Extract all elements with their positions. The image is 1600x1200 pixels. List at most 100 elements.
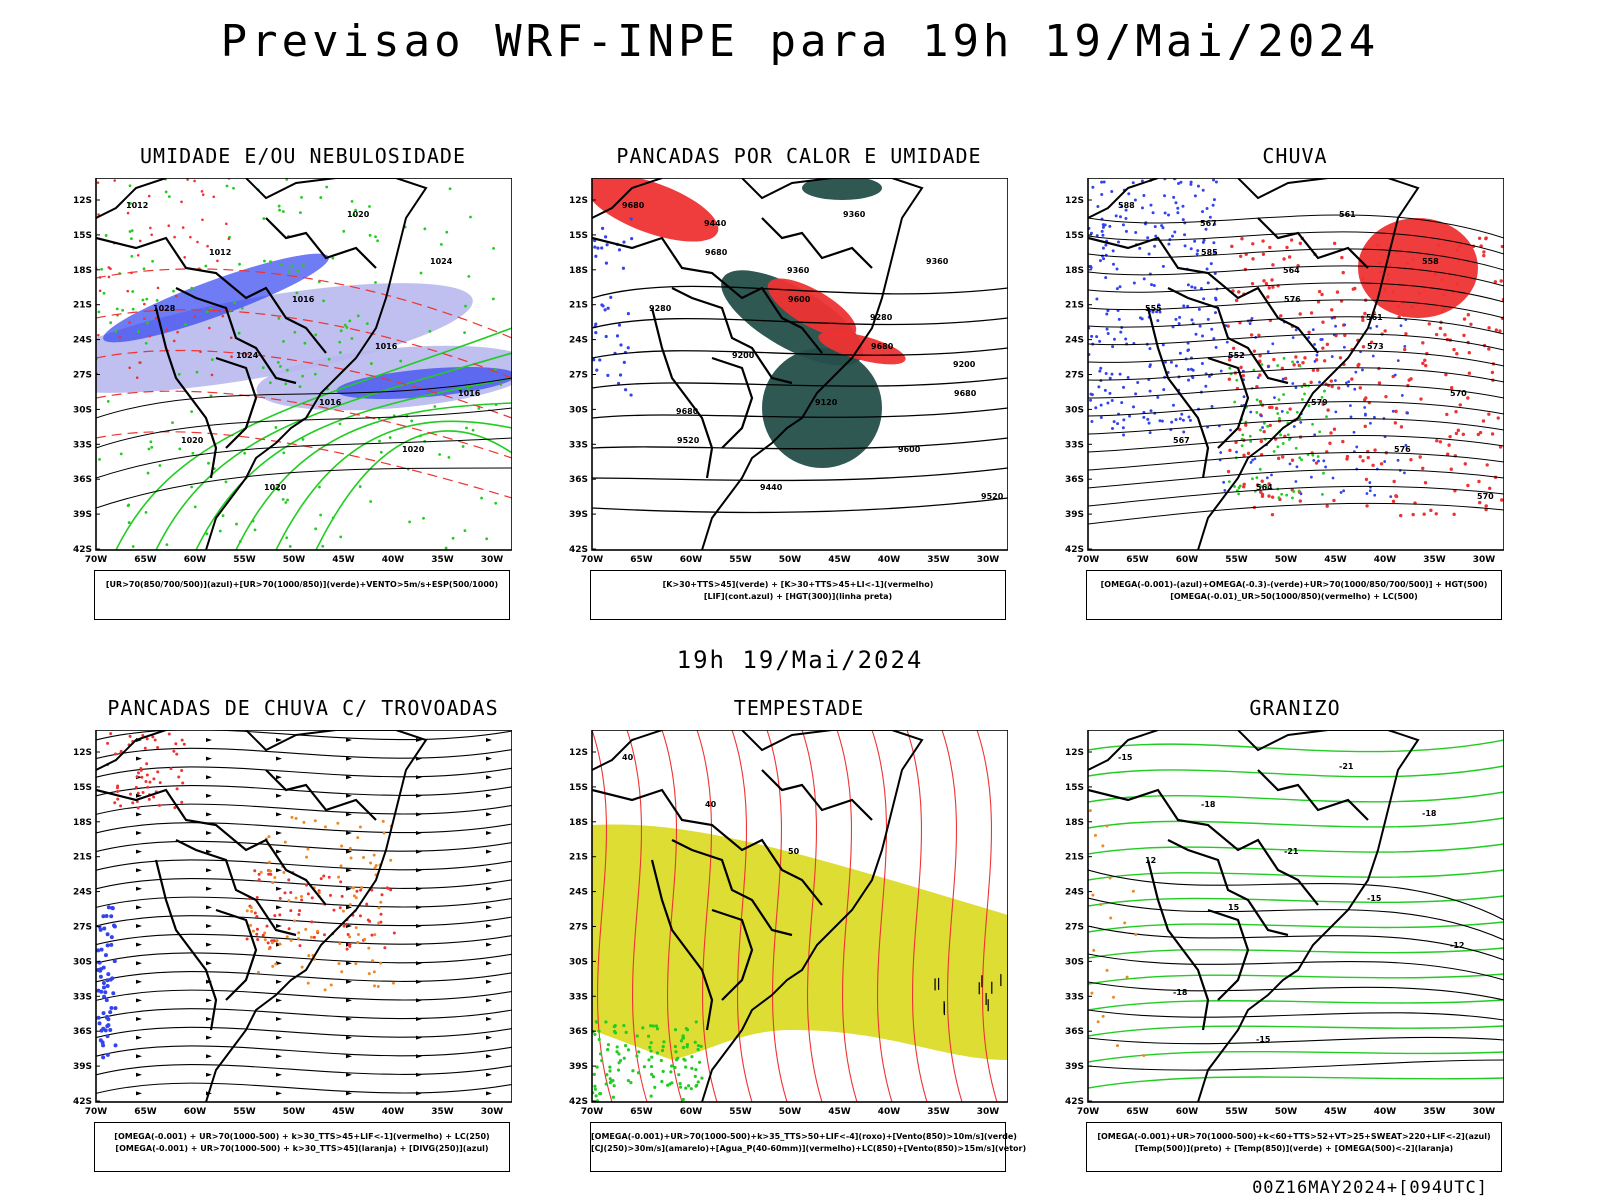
shaded-dot [376,984,380,988]
shaded-dot [1153,225,1157,229]
lon-tick-label: 70W [85,555,108,565]
shaded-dot [1212,337,1216,341]
contour-line [592,347,1008,359]
shaded-dot [1369,340,1374,344]
shaded-dot [253,911,257,915]
map-frame [95,730,512,1103]
shaded-dot [278,942,282,946]
shaded-dot [284,501,288,504]
shaded-dot [1134,392,1138,396]
shaded-dot [492,246,495,250]
stream-arrow [346,831,352,835]
map-plot: -15-18-21-15-12-18-15-21-18121512S15S18S… [1065,730,1504,1117]
shaded-dot [1322,359,1327,363]
shaded-dot [96,181,100,184]
shaded-dot [1317,289,1322,294]
shaded-dot [109,732,113,736]
shaded-dot [339,880,343,884]
shaded-dot [1097,385,1101,389]
shaded-dot [127,521,131,524]
stream-arrow [346,756,352,761]
shaded-dot [1149,409,1153,413]
shaded-dot [165,543,169,547]
contour-line [1088,817,1504,829]
shaded-dot [98,974,103,979]
shaded-dot [600,246,604,250]
shaded-dot [1427,322,1431,326]
shaded-dot [274,426,278,429]
shaded-dot [180,769,184,773]
shaded-dot [1318,380,1321,384]
shaded-dot [141,733,145,737]
lat-tick-label: 39S [569,510,588,520]
map-frame [591,730,1008,1103]
shaded-dot [1142,193,1146,197]
shaded-dot [1301,361,1305,365]
shaded-dot [323,988,327,992]
shaded-dot [1095,335,1099,339]
shaded-dot [102,994,107,999]
stream-arrow [276,905,282,910]
shaded-dot [321,544,325,548]
shaded-dot [305,883,309,887]
panel-title: UMIDADE E/OU NEBULOSIDADE [139,144,467,168]
contour-line [1088,231,1504,255]
shaded-dot [354,896,358,900]
shaded-dot [340,970,344,974]
shaded-dot [96,988,101,993]
stream-arrow [136,1072,142,1077]
shaded-dot [349,856,353,860]
contour-line [1088,350,1504,367]
contour-label: 555 [1145,304,1162,313]
stream-arrow [346,1035,352,1040]
shaded-dot [1110,426,1114,430]
shaded-dot [105,1024,110,1029]
shaded-dot [1449,467,1453,471]
shaded-dot [1421,361,1425,366]
lon-tick-label: 30W [977,555,1000,565]
shaded-dot [380,893,384,897]
shaded-dot [598,1052,603,1056]
shaded-dot [1223,489,1227,492]
shaded-dot [98,289,102,293]
shaded-dot [469,215,472,219]
shaded-dot [128,366,131,370]
shaded-dot [343,323,347,327]
shaded-dot [301,438,305,441]
stream-arrow [346,886,352,891]
shaded-dot [306,892,310,896]
shaded-dot [1466,313,1471,317]
shaded-dot [1411,512,1415,517]
shaded-dot [373,933,377,937]
shaded-dot [1110,190,1114,194]
stream-arrow [276,998,282,1003]
lat-tick-label: 33S [1065,992,1084,1002]
shaded-dot [249,923,253,927]
shaded-dot [410,419,414,423]
shaded-dot [1392,479,1396,484]
lat-tick-label: 27S [1065,371,1084,381]
shaded-dot [285,536,289,540]
lat-tick-label: 21S [569,853,588,863]
shaded-dot [221,314,225,318]
shaded-dot [1303,356,1307,360]
shaded-dot [138,239,142,243]
contour-line [801,730,823,1102]
shaded-dot [617,323,622,327]
contour-label: 567 [1200,219,1217,228]
shaded-dot [1462,317,1467,321]
contour-label: 579 [1311,398,1328,407]
shaded-dot [1226,469,1231,474]
stream-arrow [416,812,422,817]
shaded-dot [1467,371,1472,375]
stream-arrow [486,905,492,910]
contour-line [96,859,512,871]
shaded-dot [1212,241,1216,245]
contour-label: 1024 [430,257,453,266]
jetstream-area [592,824,1008,1060]
shaded-dot [378,439,381,443]
contour-label: 576 [1394,445,1411,454]
lon-tick-label: 65W [134,1107,157,1117]
shaded-dot [444,546,448,550]
contour-line [592,467,1008,482]
